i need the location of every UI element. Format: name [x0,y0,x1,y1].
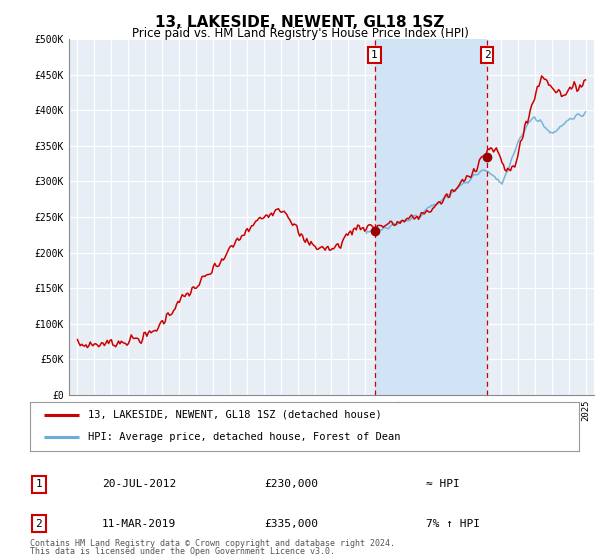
Text: 1: 1 [371,50,378,60]
Text: £230,000: £230,000 [264,479,318,489]
Text: This data is licensed under the Open Government Licence v3.0.: This data is licensed under the Open Gov… [30,547,335,556]
Bar [374,39,487,395]
Text: HPI: Average price, detached house, Forest of Dean: HPI: Average price, detached house, Fore… [88,432,400,442]
Text: 2: 2 [35,519,43,529]
Text: Price paid vs. HM Land Registry's House Price Index (HPI): Price paid vs. HM Land Registry's House … [131,27,469,40]
Text: 13, LAKESIDE, NEWENT, GL18 1SZ: 13, LAKESIDE, NEWENT, GL18 1SZ [155,15,445,30]
Text: 11-MAR-2019: 11-MAR-2019 [102,519,176,529]
Text: 1: 1 [35,479,43,489]
Text: ≈ HPI: ≈ HPI [426,479,460,489]
Text: 13, LAKESIDE, NEWENT, GL18 1SZ (detached house): 13, LAKESIDE, NEWENT, GL18 1SZ (detached… [88,410,382,420]
Text: 7% ↑ HPI: 7% ↑ HPI [426,519,480,529]
Text: Contains HM Land Registry data © Crown copyright and database right 2024.: Contains HM Land Registry data © Crown c… [30,539,395,548]
Text: 2: 2 [484,50,491,60]
Text: £335,000: £335,000 [264,519,318,529]
Text: 20-JUL-2012: 20-JUL-2012 [102,479,176,489]
